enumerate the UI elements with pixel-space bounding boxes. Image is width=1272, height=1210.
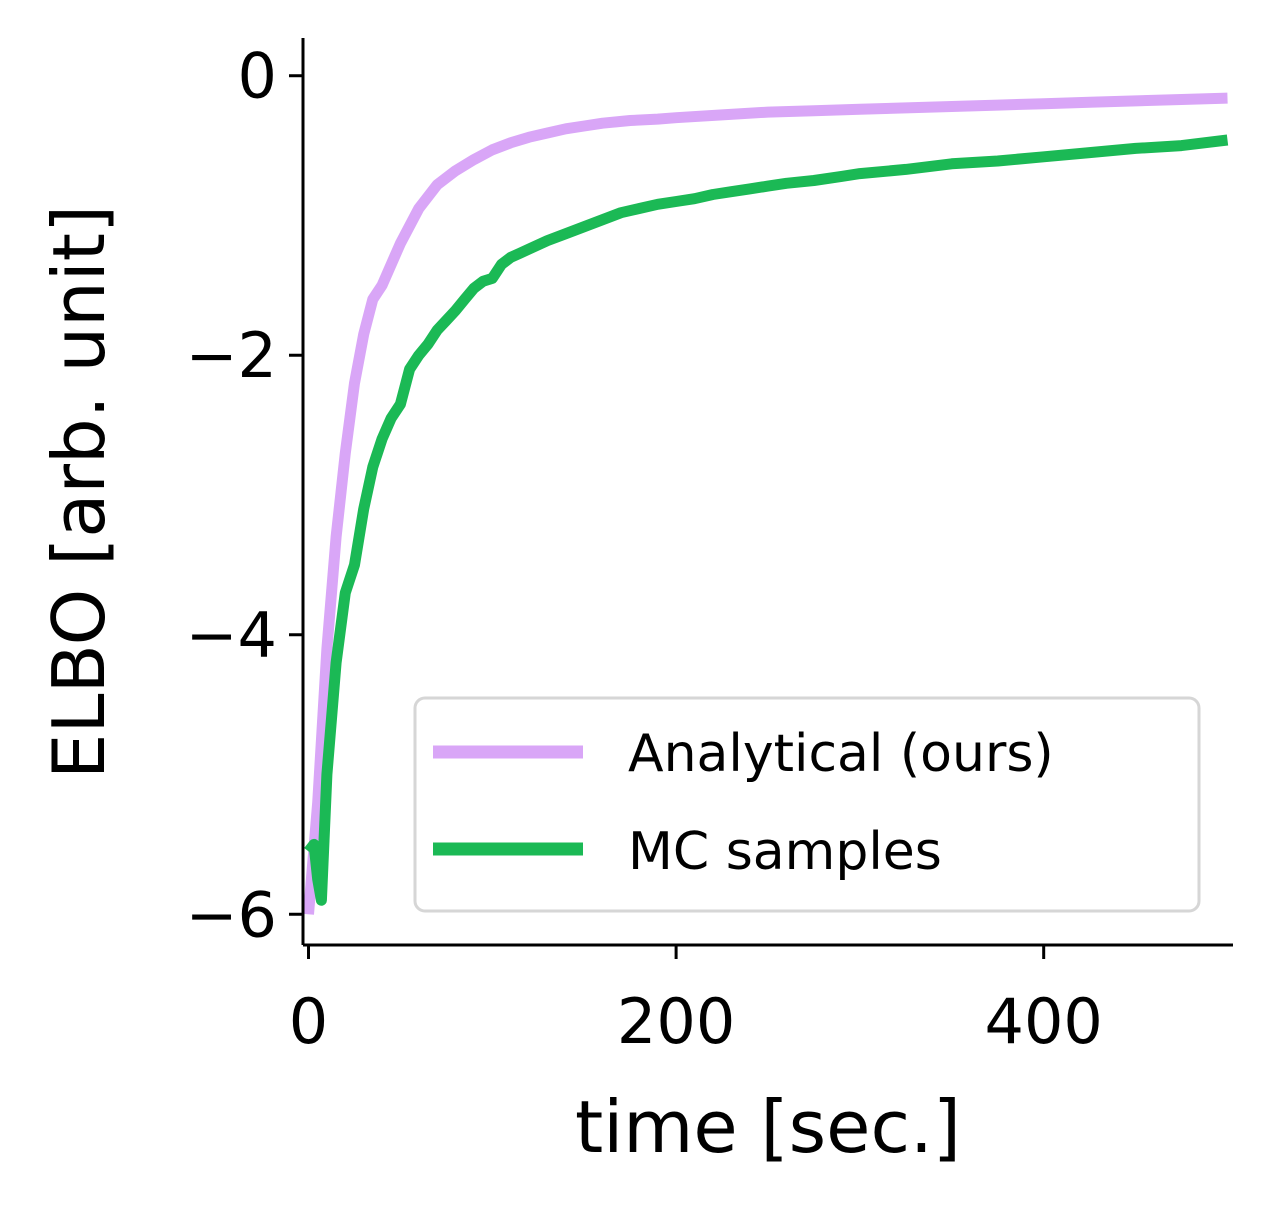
series-line-1 bbox=[304, 134, 1229, 906]
y-tick-label: −6 bbox=[186, 878, 277, 951]
y-tick-label: 0 bbox=[238, 40, 277, 113]
axes-layer bbox=[301, 38, 1233, 947]
y-tick-label: −2 bbox=[186, 319, 277, 392]
series-line-0 bbox=[303, 92, 1228, 915]
x-axis-label: time [sec.] bbox=[575, 1085, 961, 1169]
y-tick-label: −4 bbox=[186, 599, 277, 672]
ticks-layer: 0 200 400 0 −2 −4 −6 bbox=[186, 40, 1103, 1058]
x-tick-label: 0 bbox=[289, 985, 328, 1058]
x-tick-label: 200 bbox=[617, 985, 735, 1058]
legend: Analytical (ours) MC samples bbox=[413, 696, 1201, 913]
legend-frame bbox=[413, 696, 1201, 913]
x-tick-label: 400 bbox=[985, 985, 1103, 1058]
series-layer bbox=[303, 92, 1229, 915]
y-axis-label: ELBO [arb. unit] bbox=[37, 205, 121, 779]
legend-label-analytical: Analytical (ours) bbox=[628, 724, 1054, 784]
legend-label-mc: MC samples bbox=[628, 822, 942, 882]
